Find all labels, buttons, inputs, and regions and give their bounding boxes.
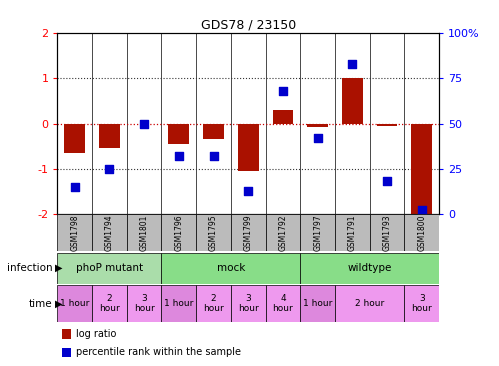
Text: infection: infection	[7, 263, 52, 273]
Title: GDS78 / 23150: GDS78 / 23150	[201, 19, 296, 32]
Bar	[203, 124, 224, 139]
Bar	[57, 285, 92, 322]
Point	[210, 153, 218, 159]
Bar	[127, 214, 162, 251]
Bar	[307, 124, 328, 127]
Bar	[404, 285, 439, 322]
Bar	[411, 124, 432, 216]
Bar	[57, 214, 92, 251]
Bar	[127, 285, 162, 322]
Text: ▶: ▶	[55, 263, 62, 273]
Text: 4
hour: 4 hour	[272, 294, 293, 314]
Text: wildtype: wildtype	[347, 263, 392, 273]
Text: GSM1791: GSM1791	[348, 214, 357, 251]
Text: mock: mock	[217, 263, 245, 273]
Bar	[370, 214, 404, 251]
Point	[314, 135, 322, 141]
Point	[348, 61, 356, 67]
Text: log ratio: log ratio	[76, 329, 117, 339]
Text: GSM1795: GSM1795	[209, 214, 218, 251]
Bar	[92, 214, 127, 251]
Bar	[265, 285, 300, 322]
Bar	[335, 214, 370, 251]
Bar	[404, 214, 439, 251]
Bar	[162, 285, 196, 322]
Bar	[162, 214, 196, 251]
Bar	[231, 285, 265, 322]
Text: GSM1796: GSM1796	[174, 214, 183, 251]
Bar	[238, 124, 258, 171]
Bar	[300, 285, 335, 322]
Text: 1 hour: 1 hour	[60, 299, 89, 308]
Text: 1 hour: 1 hour	[164, 299, 194, 308]
Text: GSM1799: GSM1799	[244, 214, 253, 251]
Text: GSM1793: GSM1793	[383, 214, 392, 251]
Point	[105, 166, 113, 172]
Text: GSM1794: GSM1794	[105, 214, 114, 251]
Point	[279, 88, 287, 94]
Bar	[57, 253, 162, 284]
Point	[244, 188, 252, 194]
Bar	[272, 110, 293, 124]
Text: 3
hour: 3 hour	[411, 294, 432, 314]
Bar	[162, 253, 300, 284]
Bar	[196, 214, 231, 251]
Bar	[377, 124, 398, 126]
Text: 3
hour: 3 hour	[134, 294, 155, 314]
Bar	[300, 214, 335, 251]
Bar	[265, 214, 300, 251]
Point	[140, 121, 148, 127]
Text: ▶: ▶	[55, 299, 62, 309]
Text: GSM1792: GSM1792	[278, 214, 287, 251]
Point	[383, 179, 391, 184]
Text: GSM1800: GSM1800	[417, 214, 426, 251]
Point	[175, 153, 183, 159]
Text: GSM1797: GSM1797	[313, 214, 322, 251]
Bar	[300, 253, 439, 284]
Text: time: time	[29, 299, 52, 309]
Bar	[169, 124, 189, 144]
Bar	[64, 124, 85, 153]
Text: 2
hour: 2 hour	[203, 294, 224, 314]
Bar	[342, 78, 363, 124]
Bar	[92, 285, 127, 322]
Text: GSM1801: GSM1801	[140, 214, 149, 251]
Point	[418, 208, 426, 213]
Text: 3
hour: 3 hour	[238, 294, 258, 314]
Bar	[196, 285, 231, 322]
Point	[71, 184, 79, 190]
Text: percentile rank within the sample: percentile rank within the sample	[76, 347, 242, 357]
Bar	[335, 285, 404, 322]
Text: 2 hour: 2 hour	[355, 299, 384, 308]
Bar	[99, 124, 120, 149]
Text: 1 hour: 1 hour	[303, 299, 332, 308]
Bar	[231, 214, 265, 251]
Text: 2
hour: 2 hour	[99, 294, 120, 314]
Text: phoP mutant: phoP mutant	[76, 263, 143, 273]
Text: GSM1798: GSM1798	[70, 214, 79, 251]
